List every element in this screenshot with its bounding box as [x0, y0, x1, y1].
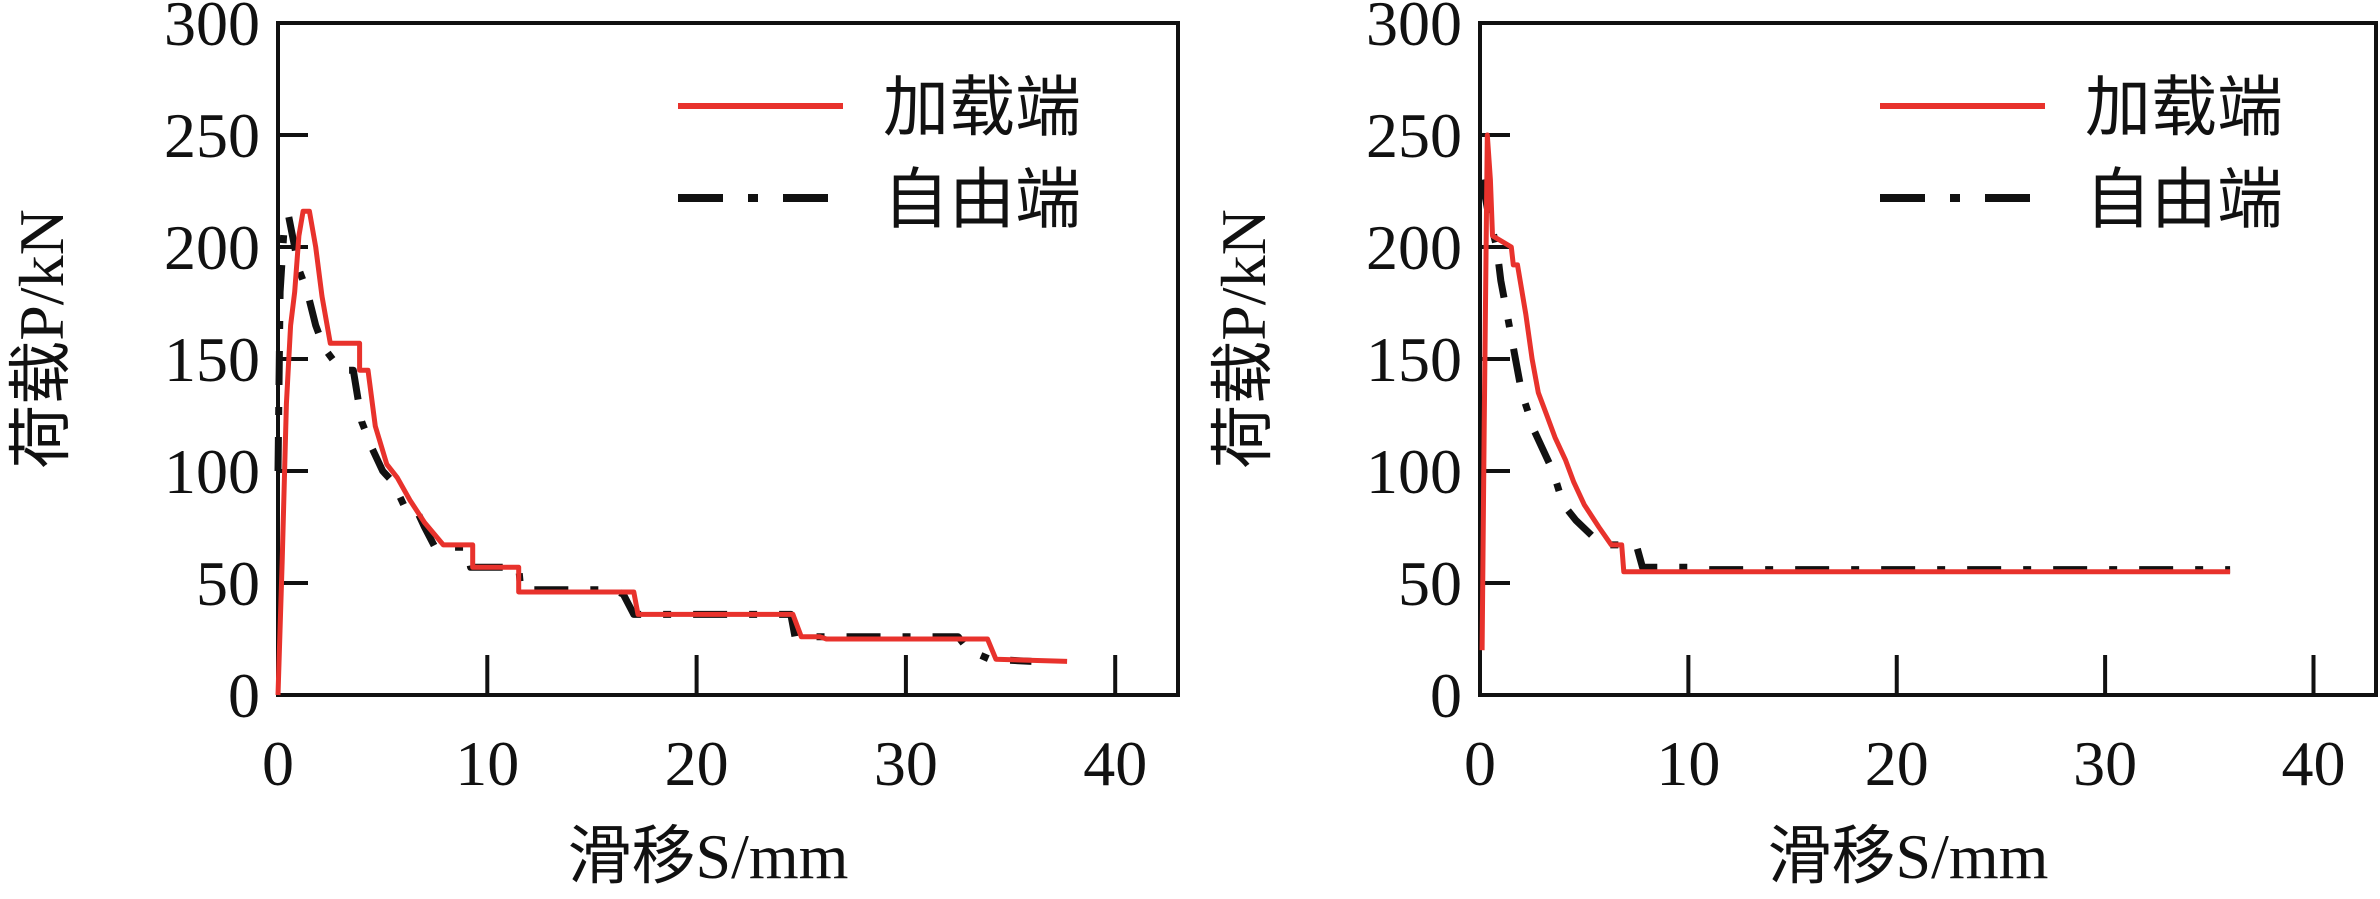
y-tick-label: 200: [1366, 212, 1462, 283]
x-axis-label: 滑移S/mm: [1768, 821, 2049, 892]
legend-label: 加载端: [2085, 72, 2283, 145]
x-tick-label: 0: [262, 728, 294, 799]
panel-right: 0 50 100 150 200 250 300 0 10 20 30 40 滑移S/mm 荷载P/kN 加…: [1208, 0, 2378, 892]
y-axis-label: 荷载P/kN: [1208, 209, 1279, 469]
y-tick-label: 50: [1398, 548, 1462, 619]
x-tick-label: 30: [874, 728, 938, 799]
y-tick-label: 100: [164, 436, 260, 507]
series-line-free-end: [1478, 179, 2231, 574]
y-tick-label: 300: [1366, 0, 1462, 59]
legend-label: 加载端: [883, 72, 1081, 145]
y-tick-label: 0: [1430, 660, 1462, 731]
legend-label: 自由端: [883, 164, 1081, 237]
y-axis-label: 荷载P/kN: [6, 209, 77, 469]
y-tick-label: 150: [1366, 324, 1462, 395]
x-tick-label: 10: [1656, 728, 1720, 799]
x-tick-label: 40: [1083, 728, 1147, 799]
x-tick-label: 20: [1865, 728, 1929, 799]
x-tick-label: 10: [455, 728, 519, 799]
y-tick-label: 300: [164, 0, 260, 59]
series-line-loading-end: [1479, 132, 2231, 651]
y-tick-label: 100: [1366, 436, 1462, 507]
x-tick-label: 20: [665, 728, 729, 799]
panel-left: 0 50 100 150 200 250 300 0 10 20 30 40 滑移S/mm 荷载P/kN 加…: [6, 0, 1180, 892]
x-axis-label: 滑移S/mm: [568, 821, 849, 892]
x-tick-label: 40: [2281, 728, 2345, 799]
x-tick-label: 30: [2073, 728, 2137, 799]
y-tick-label: 0: [228, 660, 260, 731]
y-tick-label: 250: [1366, 100, 1462, 171]
y-tick-label: 150: [164, 324, 260, 395]
y-tick-label: 200: [164, 212, 260, 283]
series-line-loading-end: [275, 208, 1068, 696]
y-tick-label: 250: [164, 100, 260, 171]
x-tick-label: 0: [1464, 728, 1496, 799]
y-tick-label: 50: [196, 548, 260, 619]
series-line-free-end: [274, 212, 1032, 665]
legend-label: 自由端: [2085, 164, 2283, 237]
